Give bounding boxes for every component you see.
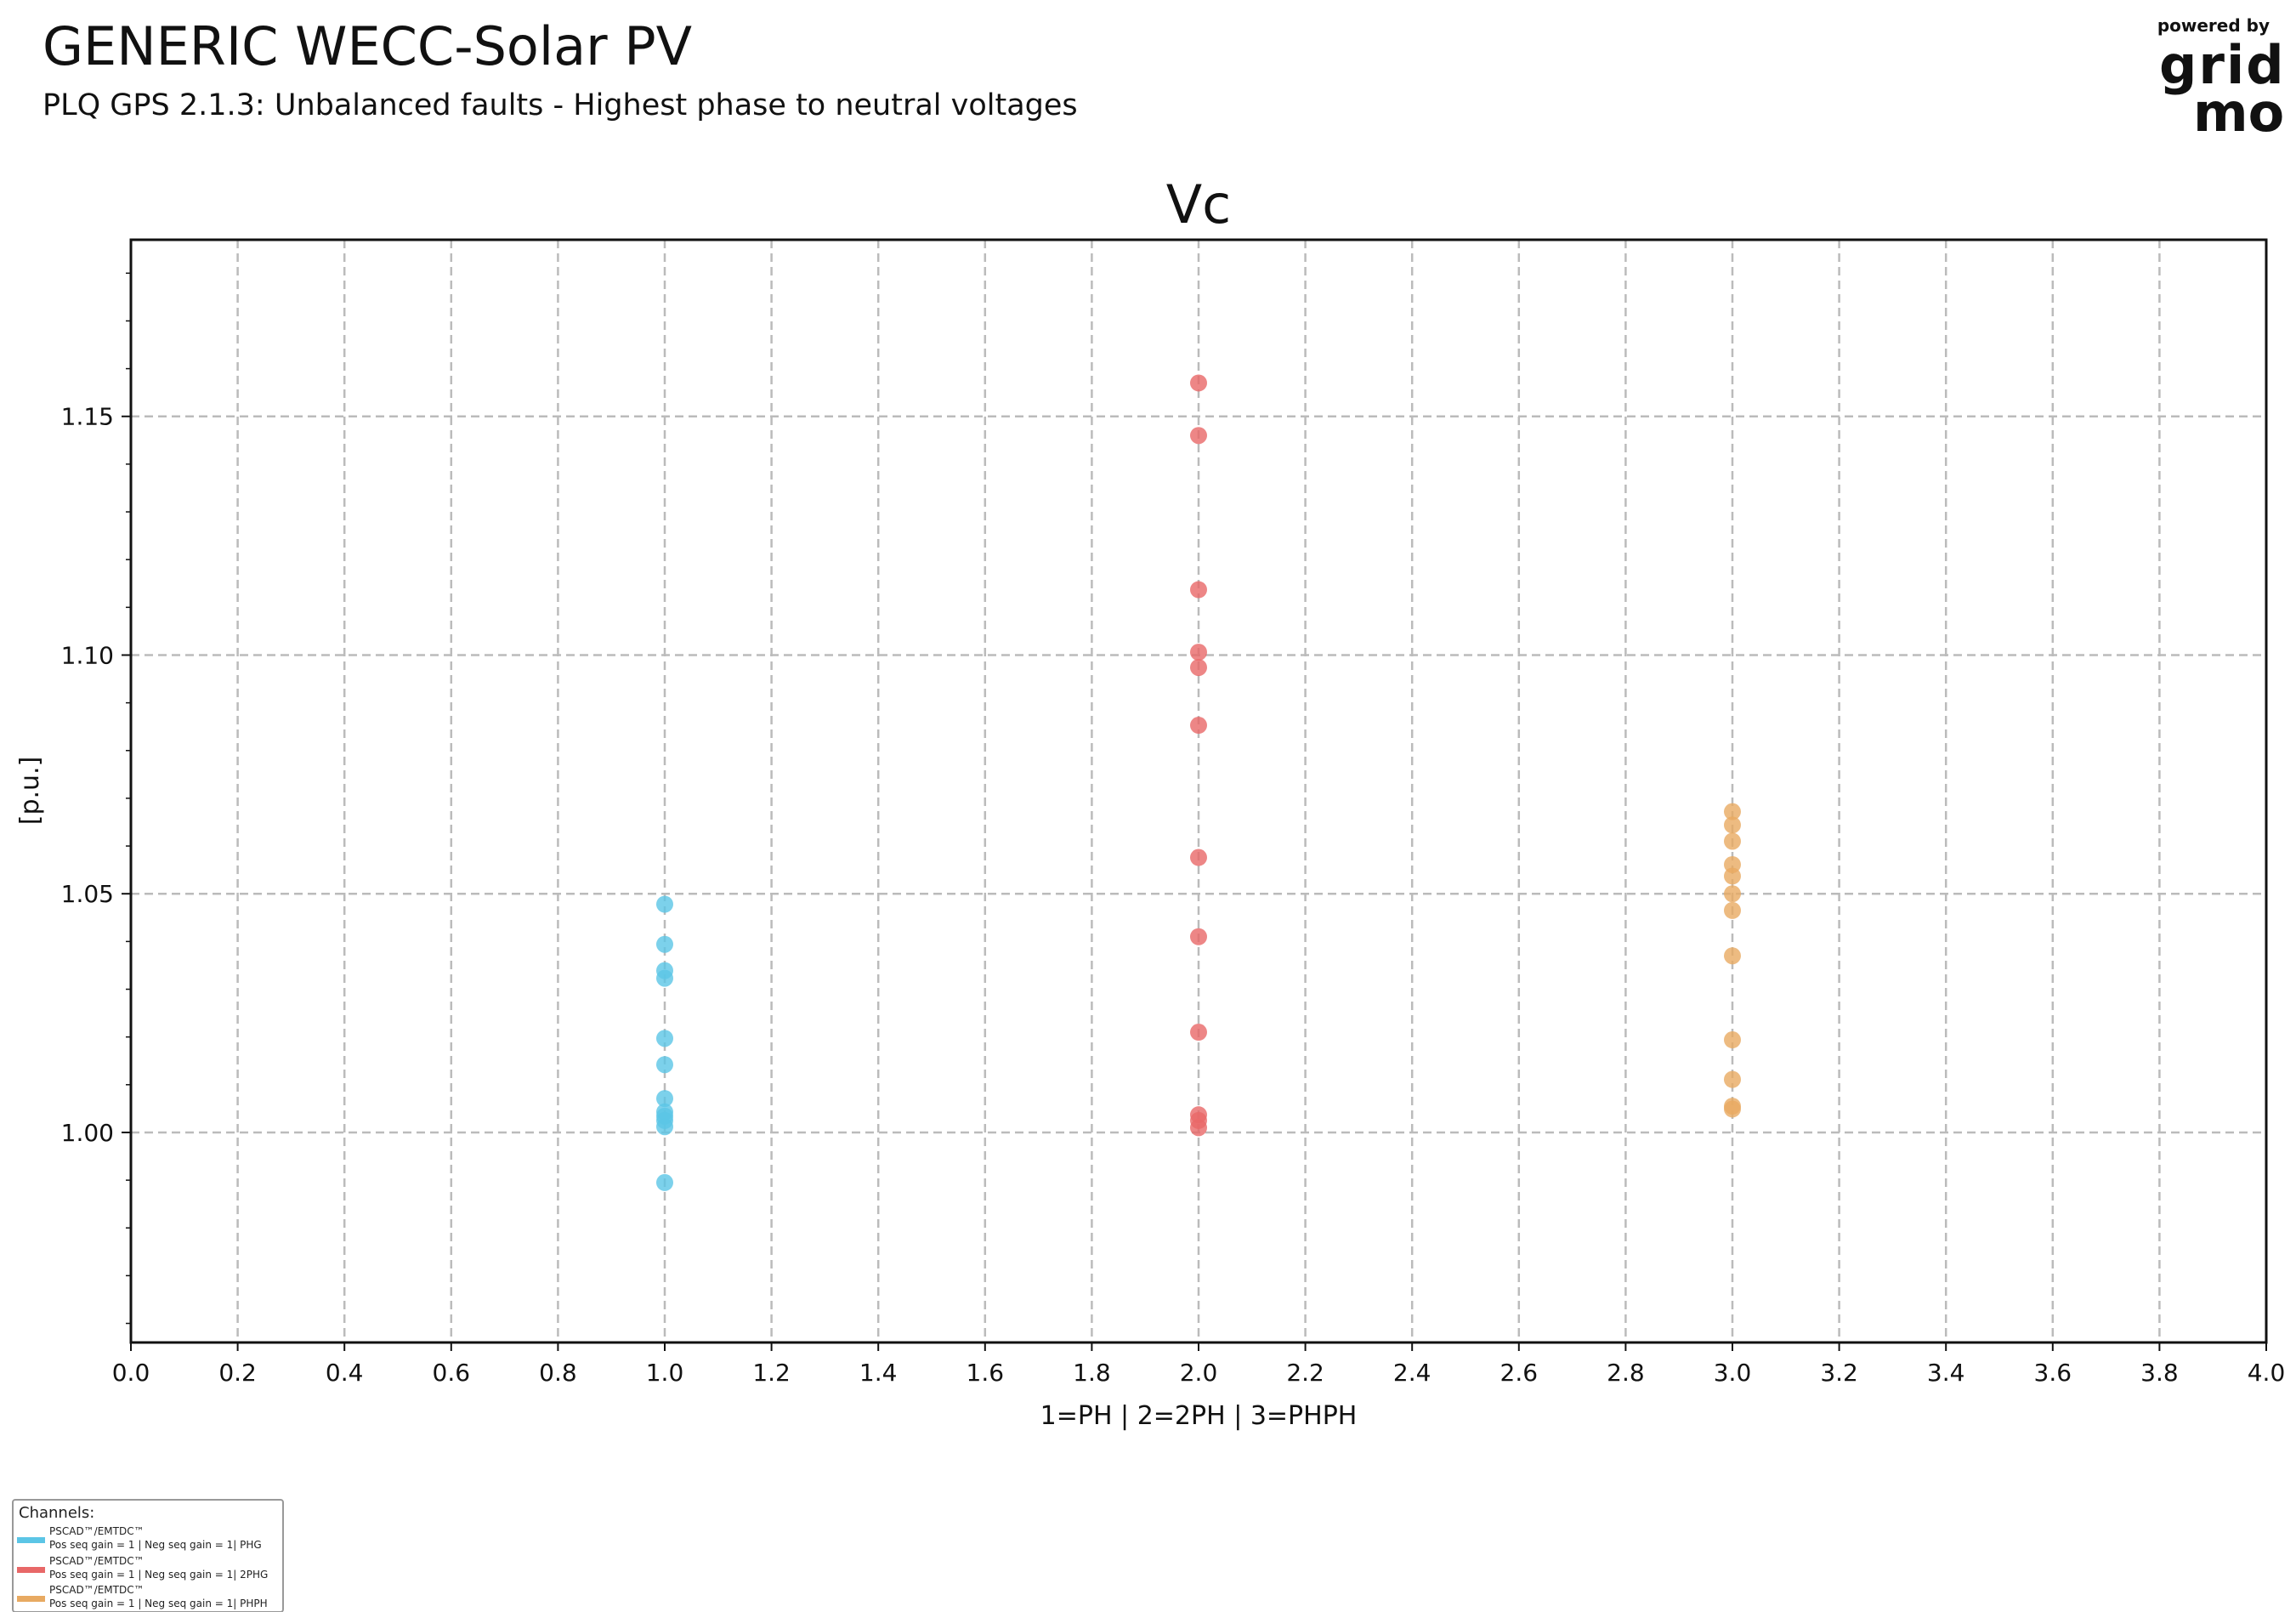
- x-tick-label: 1.4: [859, 1359, 898, 1387]
- x-tick-label: 3.6: [2034, 1359, 2072, 1387]
- x-axis-label: 1=PH | 2=2PH | 3=PHPH: [1040, 1401, 1358, 1431]
- legend-item-phph: PSCAD™/EMTDC™ Pos seq gain = 1 | Neg seq …: [15, 1583, 279, 1612]
- y-tick-label: 1.00: [61, 1119, 114, 1147]
- legend-item-phg: PSCAD™/EMTDC™ Pos seq gain = 1 | Neg seq …: [15, 1524, 279, 1553]
- data-point-series-3: [1724, 832, 1741, 850]
- data-point-series-1: [656, 1090, 673, 1108]
- data-point-series-2: [1190, 659, 1207, 677]
- x-tick-label: 1.2: [752, 1359, 791, 1387]
- legend-swatch: [17, 1567, 45, 1573]
- legend-item-line1: PSCAD™/EMTDC™: [49, 1555, 145, 1567]
- plot-frame: [129, 238, 2268, 1344]
- logo-line2: mo: [2193, 82, 2285, 144]
- x-tick-label: 0.4: [326, 1359, 364, 1387]
- data-point-series-2: [1190, 427, 1207, 445]
- x-tick-label: 2.6: [1500, 1359, 1539, 1387]
- data-point-series-1: [656, 935, 673, 953]
- x-tick-label: 0.2: [218, 1359, 257, 1387]
- legend: Channels: PSCAD™/EMTDC™ Pos seq gain = 1 …: [12, 1499, 284, 1612]
- x-tick-label: 1.8: [1073, 1359, 1111, 1387]
- page-title: GENERIC WECC-Solar PV: [43, 15, 693, 77]
- data-point-series-2: [1190, 644, 1207, 661]
- legend-item-line2: Pos seq gain = 1 | Neg seq gain = 1| PHP…: [49, 1598, 268, 1609]
- y-tick-label: 1.10: [61, 641, 114, 669]
- data-point-series-3: [1724, 1100, 1741, 1118]
- x-tick-label: 0.0: [112, 1359, 150, 1387]
- gridmo-logo: powered by grid mo: [2142, 15, 2287, 144]
- data-point-series-3: [1724, 885, 1741, 903]
- x-tick-label: 3.4: [1927, 1359, 1965, 1387]
- data-point-series-3: [1724, 901, 1741, 919]
- y-tick-label: 1.15: [61, 403, 114, 431]
- x-tick-label: 0.8: [539, 1359, 577, 1387]
- data-point-series-2: [1190, 1024, 1207, 1042]
- data-point-series-1: [656, 1056, 673, 1074]
- data-point-series-1: [656, 1030, 673, 1047]
- x-tick-label: 2.4: [1393, 1359, 1431, 1387]
- data-point-series-2: [1190, 849, 1207, 866]
- x-tick-label: 1.0: [646, 1359, 684, 1387]
- x-tick-label: 0.6: [433, 1359, 471, 1387]
- legend-item-line2: Pos seq gain = 1 | Neg seq gain = 1| PHG: [49, 1539, 262, 1551]
- y-axis-label: [p.u.]: [15, 757, 45, 826]
- legend-header: Channels:: [19, 1504, 95, 1522]
- data-point-series-1: [656, 1173, 673, 1191]
- x-tick-label: 3.2: [1820, 1359, 1858, 1387]
- logo-line1: grid: [2159, 34, 2286, 96]
- x-tick-label: 2.2: [1286, 1359, 1324, 1387]
- data-point-series-2: [1190, 581, 1207, 599]
- scatter-chart: Vc 0.0 0.2 0.4 0.6 0.8 1.0 1.2 1.4 1.6 1.8 2.0 2.2 2…: [15, 173, 2286, 1431]
- y-tick-label: 1.05: [61, 880, 114, 908]
- data-point-series-2: [1190, 1119, 1207, 1137]
- data-point-series-3: [1724, 1031, 1741, 1049]
- data-point-series-1: [656, 1118, 673, 1136]
- data-point-series-3: [1724, 1070, 1741, 1088]
- data-point-series-1: [656, 969, 673, 987]
- x-tick-label: 1.6: [967, 1359, 1005, 1387]
- chart-title: Vc: [1166, 173, 1232, 236]
- data-point-series-2: [1190, 928, 1207, 945]
- x-tick-label: 4.0: [2248, 1359, 2286, 1387]
- legend-item-line2: Pos seq gain = 1 | Neg seq gain = 1| 2PH…: [49, 1569, 269, 1581]
- x-tick-label: 2.0: [1180, 1359, 1218, 1387]
- legend-swatch: [17, 1596, 45, 1602]
- data-point-series-2: [1190, 717, 1207, 735]
- legend-item-2phg: PSCAD™/EMTDC™ Pos seq gain = 1 | Neg seq …: [15, 1554, 279, 1583]
- data-point-series-3: [1724, 867, 1741, 885]
- x-tick-label: 2.8: [1607, 1359, 1645, 1387]
- legend-item-line1: PSCAD™/EMTDC™: [49, 1584, 145, 1596]
- data-point-series-3: [1724, 816, 1741, 834]
- data-point-series-3: [1724, 803, 1741, 820]
- data-point-series-1: [656, 895, 673, 913]
- legend-swatch: [17, 1537, 45, 1543]
- page-subtitle: PLQ GPS 2.1.3: Unbalanced faults - Highe…: [43, 88, 1078, 122]
- x-tick-label: 3.8: [2140, 1359, 2179, 1387]
- x-tick-label: 3.0: [1714, 1359, 1752, 1387]
- legend-item-line1: PSCAD™/EMTDC™: [49, 1525, 145, 1537]
- data-point-series-3: [1724, 947, 1741, 965]
- data-point-series-2: [1190, 374, 1207, 392]
- logo-powered-by: powered by: [2157, 15, 2270, 36]
